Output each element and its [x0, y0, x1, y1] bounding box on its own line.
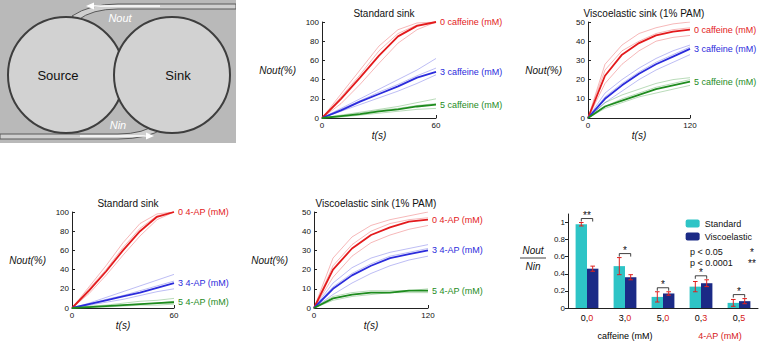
- svg-text:0,: 0,: [695, 313, 703, 323]
- svg-text:50: 50: [576, 18, 585, 27]
- svg-text:Nout: Nout: [522, 245, 544, 256]
- svg-text:0,: 0,: [733, 313, 741, 323]
- svg-text:caffeine (mM): caffeine (mM): [598, 331, 653, 341]
- svg-text:60: 60: [170, 311, 179, 320]
- svg-text:3,: 3,: [619, 313, 627, 323]
- svg-text:0: 0: [664, 313, 669, 323]
- svg-text:*: *: [623, 245, 627, 256]
- svg-text:0: 0: [626, 313, 631, 323]
- svg-text:Nout(%): Nout(%): [525, 65, 562, 76]
- svg-text:40: 40: [60, 265, 69, 274]
- svg-text:10: 10: [302, 284, 311, 293]
- svg-text:Viscoelastic sink (1% PAM): Viscoelastic sink (1% PAM): [316, 198, 437, 209]
- svg-text:1: 1: [561, 218, 566, 227]
- svg-text:*: *: [750, 247, 754, 258]
- svg-text:80: 80: [60, 227, 69, 236]
- svg-text:Sink: Sink: [165, 68, 191, 83]
- svg-text:Source: Source: [37, 68, 78, 83]
- svg-text:0: 0: [306, 303, 311, 313]
- svg-text:10: 10: [576, 94, 585, 103]
- svg-text:3 caffeine (mM): 3 caffeine (mM): [694, 44, 756, 54]
- svg-text:20: 20: [576, 75, 585, 84]
- svg-text:*: *: [661, 279, 665, 290]
- svg-text:**: **: [748, 258, 756, 269]
- svg-text:0: 0: [561, 304, 566, 313]
- svg-text:t(s): t(s): [632, 130, 646, 141]
- svg-text:0 caffeine (mM): 0 caffeine (mM): [694, 25, 756, 35]
- svg-text:0 caffeine (mM): 0 caffeine (mM): [440, 17, 502, 27]
- svg-text:5 4-AP (mM): 5 4-AP (mM): [178, 297, 229, 307]
- svg-text:40: 40: [302, 227, 311, 236]
- svg-text:120: 120: [421, 311, 435, 320]
- svg-text:0 4-AP (mM): 0 4-AP (mM): [178, 207, 229, 217]
- svg-text:3: 3: [702, 313, 707, 323]
- svg-text:0: 0: [580, 113, 585, 123]
- svg-text:0: 0: [586, 121, 591, 130]
- svg-text:5 caffeine (mM): 5 caffeine (mM): [440, 100, 502, 110]
- svg-text:Nout(%): Nout(%): [259, 65, 296, 76]
- svg-text:40: 40: [310, 75, 319, 84]
- svg-text:0.6: 0.6: [554, 252, 566, 261]
- svg-text:t(s): t(s): [364, 320, 378, 331]
- svg-text:3 4-AP (mM): 3 4-AP (mM): [432, 245, 483, 255]
- svg-text:0: 0: [314, 113, 319, 123]
- svg-text:0: 0: [70, 311, 75, 320]
- svg-text:30: 30: [576, 56, 585, 65]
- svg-text:100: 100: [306, 18, 320, 27]
- svg-text:0: 0: [312, 311, 317, 320]
- svg-text:*: *: [737, 286, 741, 297]
- svg-text:5 4-AP (mM): 5 4-AP (mM): [432, 286, 483, 296]
- svg-text:p < 0.05: p < 0.05: [690, 247, 723, 257]
- svg-text:Nin: Nin: [525, 261, 540, 272]
- svg-text:Standard sink: Standard sink: [353, 8, 415, 19]
- svg-text:60: 60: [310, 56, 319, 65]
- svg-text:Nout(%): Nout(%): [251, 255, 288, 266]
- svg-text:0.2: 0.2: [554, 286, 566, 295]
- svg-text:**: **: [583, 210, 591, 221]
- svg-text:100: 100: [56, 208, 70, 217]
- svg-text:80: 80: [310, 37, 319, 46]
- svg-text:Standard sink: Standard sink: [97, 198, 159, 209]
- svg-text:Standard: Standard: [705, 219, 742, 229]
- svg-text:50: 50: [302, 208, 311, 217]
- svg-text:Nout: Nout: [108, 12, 132, 24]
- svg-text:Nin: Nin: [110, 119, 127, 131]
- svg-text:0: 0: [64, 303, 69, 313]
- svg-text:60: 60: [60, 246, 69, 255]
- svg-text:5 caffeine (mM): 5 caffeine (mM): [694, 77, 756, 87]
- svg-text:0,: 0,: [581, 313, 589, 323]
- svg-text:0 4-AP (mM): 0 4-AP (mM): [432, 215, 483, 225]
- svg-text:Nout(%): Nout(%): [9, 255, 46, 266]
- svg-text:30: 30: [302, 246, 311, 255]
- svg-text:3 caffeine (mM): 3 caffeine (mM): [440, 67, 502, 77]
- svg-text:40: 40: [576, 37, 585, 46]
- svg-text:20: 20: [310, 94, 319, 103]
- svg-text:60: 60: [432, 121, 441, 130]
- svg-text:t(s): t(s): [116, 320, 130, 331]
- svg-text:p < 0.0001: p < 0.0001: [690, 258, 733, 268]
- svg-text:20: 20: [60, 284, 69, 293]
- svg-text:Viscoelastic sink (1% PAM): Viscoelastic sink (1% PAM): [584, 8, 705, 19]
- svg-text:0.8: 0.8: [554, 235, 566, 244]
- svg-text:0.4: 0.4: [554, 269, 566, 278]
- svg-text:3 4-AP (mM): 3 4-AP (mM): [178, 278, 229, 288]
- svg-text:5: 5: [740, 313, 745, 323]
- svg-text:Viscoelastic: Viscoelastic: [705, 232, 753, 242]
- svg-text:t(s): t(s): [372, 130, 386, 141]
- svg-text:120: 120: [683, 121, 697, 130]
- svg-text:0: 0: [588, 313, 593, 323]
- svg-text:0: 0: [320, 121, 325, 130]
- svg-text:5,: 5,: [657, 313, 665, 323]
- svg-text:20: 20: [302, 265, 311, 274]
- svg-text:*: *: [699, 267, 703, 278]
- svg-text:4-AP (mM): 4-AP (mM): [698, 331, 741, 341]
